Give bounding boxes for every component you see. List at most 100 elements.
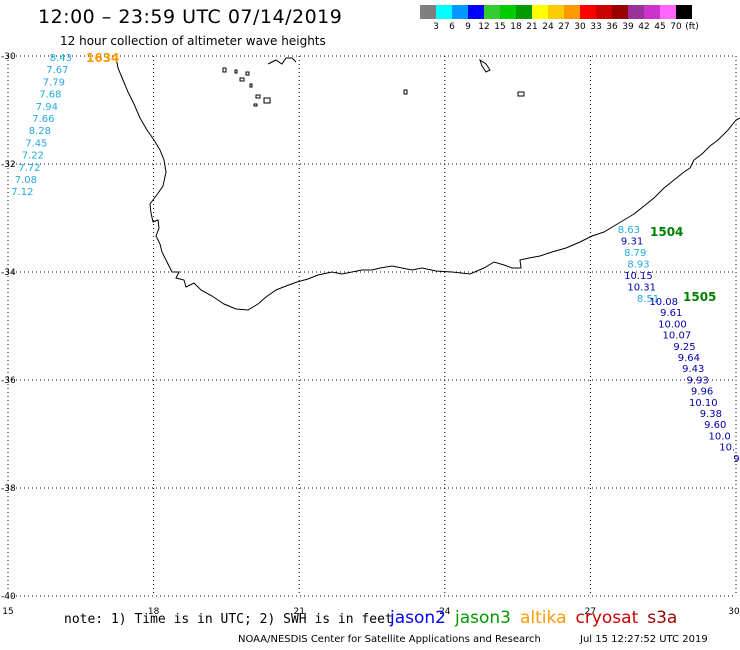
- colorbar-swatch: [660, 5, 676, 19]
- colorbar-swatch: [420, 5, 436, 19]
- track-id-label: 1634: [86, 51, 119, 65]
- wave-height-value: 8.63: [618, 225, 640, 236]
- wave-height-value: 7.68: [39, 90, 61, 101]
- satellite-legend-altika: altika: [520, 608, 567, 628]
- colorbar-label: 6: [449, 22, 455, 32]
- colorbar-swatch: [532, 5, 548, 19]
- wave-height-value: 9.43: [682, 364, 704, 375]
- graticule: [7, 55, 737, 597]
- lon-tick-label: 24: [439, 607, 451, 617]
- wave-height-value: 7.79: [43, 77, 65, 88]
- lon-tick-label: 27: [585, 607, 596, 617]
- colorbar-swatch: [612, 5, 628, 19]
- wave-height-value: 8.28: [29, 126, 51, 137]
- wave-height-value: 10.31: [627, 283, 656, 294]
- colorbar-label: 24: [542, 22, 554, 32]
- satellite-legend-jason3: jason3: [455, 608, 511, 628]
- colorbar-swatch: [548, 5, 564, 19]
- islands: [222, 58, 525, 107]
- wave-height-value: 9.93: [687, 375, 709, 386]
- wave-height-value: 7.66: [32, 114, 54, 125]
- coastline: [115, 56, 740, 311]
- wave-height-value: 10.08: [649, 297, 678, 308]
- wave-height-value: 7.22: [22, 151, 44, 162]
- colorbar-label: 30: [574, 22, 586, 32]
- wave-height-value: 8.43: [50, 53, 72, 64]
- wave-height-value: 7.12: [11, 187, 33, 198]
- lon-tick-label: 18: [148, 607, 160, 617]
- colorbar-label: (ft): [685, 22, 699, 32]
- colorbar-swatch: [484, 5, 500, 19]
- lat-tick-label: -30: [1, 52, 16, 62]
- map-title: 12:00 – 23:59 UTC 07/14/2019: [38, 6, 343, 28]
- colorbar-swatch: [468, 5, 484, 19]
- wave-height-value: 10.00: [658, 319, 687, 330]
- wave-height-value: 8.79: [624, 248, 646, 259]
- wave-height-value: 10.07: [663, 331, 692, 342]
- lat-tick-label: -40: [1, 592, 16, 602]
- lon-tick-label: 21: [293, 607, 304, 617]
- colorbar-swatch: [500, 5, 516, 19]
- colorbar-label: 45: [654, 22, 666, 32]
- credit-line: NOAA/NESDIS Center for Satellite Applica…: [238, 634, 541, 645]
- colorbar-label: 3: [433, 22, 439, 32]
- colorbar-labels: 3 6 9 12 15 18 21 24 27 30 33 36 39 42 45 70 (ft): [420, 22, 740, 34]
- wave-height-tracks: 1634 8.437.677.79 7.687.947.668.287.45 7.22…: [11, 51, 739, 465]
- lat-tick-label: -36: [1, 376, 16, 386]
- wave-height-value: 7.72: [18, 163, 40, 174]
- lat-tick-label: -32: [1, 160, 16, 170]
- wave-height-value: 9.31: [621, 237, 643, 248]
- lon-tick-label: 30: [728, 607, 740, 617]
- track-id-label: 1505: [683, 290, 716, 304]
- colorbar-swatch: [516, 5, 532, 19]
- colorbar-swatch: [564, 5, 580, 19]
- colorbar-label: 36: [606, 22, 618, 32]
- colorbar-label: 21: [526, 22, 538, 32]
- colorbar-swatch: [676, 5, 692, 19]
- lat-tick-label: -38: [1, 484, 16, 494]
- satellite-legend-jason2: jason2: [390, 608, 446, 628]
- colorbar-label: 27: [558, 22, 570, 32]
- wave-height-value: 9.61: [660, 308, 682, 319]
- lon-tick-label: 15: [2, 607, 13, 617]
- axis-labels: 15 18 21 24 27 30 -30 -32 -34 -36 -38 -40: [1, 52, 740, 617]
- generated-timestamp: Jul 15 12:27:52 UTC 2019: [580, 634, 708, 645]
- lat-tick-label: -34: [1, 268, 16, 278]
- footer-note: note: 1) Time is in UTC; 2) SWH is in fe…: [64, 612, 393, 627]
- map-subtitle: 12 hour collection of altimeter wave hei…: [60, 34, 326, 48]
- wave-height-value: 10.15: [624, 271, 653, 282]
- wave-height-value: 9.60: [704, 420, 726, 431]
- wave-height-value: 7.08: [15, 175, 37, 186]
- satellite-legend: jason2 jason3 altika cryosat s3a: [390, 608, 686, 628]
- colorbar-swatch: [644, 5, 660, 19]
- colorbar-label: 70: [670, 22, 682, 32]
- colorbar-label: 42: [638, 22, 650, 32]
- wave-height-value: 8.51: [637, 294, 659, 305]
- wave-height-value: 10.10: [689, 398, 718, 409]
- satellite-legend-s3a: s3a: [647, 608, 678, 628]
- colorbar-label: 39: [622, 22, 634, 32]
- colorbar-label: 33: [590, 22, 602, 32]
- wave-height-value: 7.94: [36, 102, 58, 113]
- satellite-legend-cryosat: cryosat: [575, 608, 639, 628]
- track-id-label: 1504: [650, 225, 683, 239]
- wave-height-value: 10.0: [709, 431, 731, 442]
- colorbar: [420, 5, 692, 19]
- colorbar-label: 9: [465, 22, 471, 32]
- wave-height-value: 9.38: [700, 409, 722, 420]
- colorbar-label: 12: [478, 22, 490, 32]
- wave-height-value: 7.67: [46, 65, 68, 76]
- colorbar-swatch: [452, 5, 468, 19]
- colorbar-label: 18: [510, 22, 522, 32]
- wave-height-value: 7.45: [25, 138, 47, 149]
- wave-height-value: 9.64: [678, 353, 700, 364]
- coastline-inlet: [267, 57, 297, 65]
- wave-height-value: 9: [733, 454, 739, 465]
- colorbar-swatch: [580, 5, 596, 19]
- colorbar-swatch: [628, 5, 644, 19]
- wave-height-value: 9.25: [673, 342, 695, 353]
- colorbar-label: 15: [494, 22, 506, 32]
- wave-height-value: 9.96: [691, 387, 713, 398]
- colorbar-swatch: [436, 5, 452, 19]
